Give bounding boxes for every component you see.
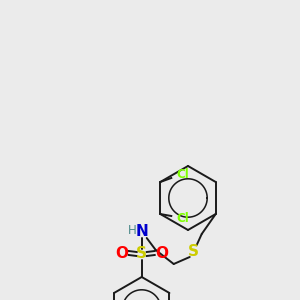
Text: Cl: Cl	[176, 167, 189, 181]
Text: Cl: Cl	[176, 212, 189, 224]
Text: O: O	[155, 245, 168, 260]
Text: S: S	[136, 247, 147, 262]
Text: H: H	[128, 224, 137, 238]
Text: S: S	[188, 244, 199, 260]
Text: O: O	[115, 245, 128, 260]
Text: N: N	[135, 224, 148, 239]
